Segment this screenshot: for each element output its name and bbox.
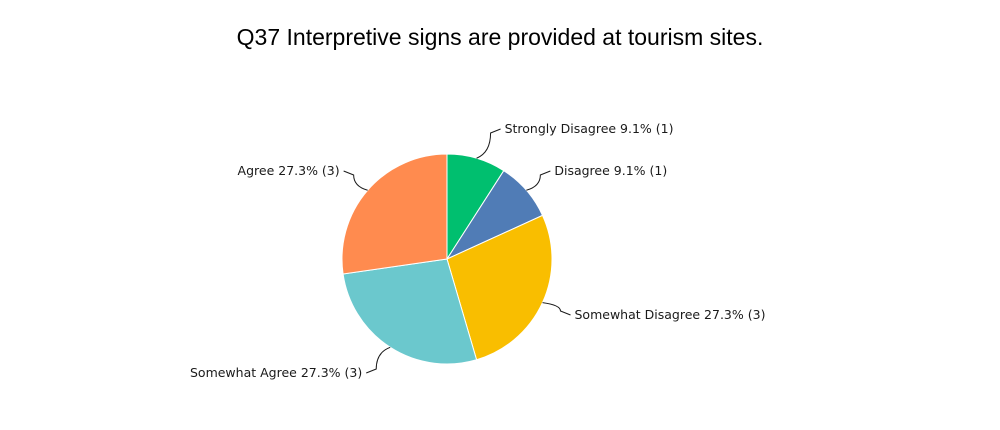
slice-label: Strongly Disagree 9.1% (1): [505, 121, 674, 136]
slice-label: Disagree 9.1% (1): [554, 163, 667, 178]
leader-line: [343, 170, 368, 191]
leader-line: [526, 170, 551, 191]
slice-label: Agree 27.3% (3): [238, 163, 340, 178]
slice-label: Somewhat Agree 27.3% (3): [190, 365, 362, 380]
pie-slice-agree: [341, 153, 448, 275]
pie-slice-somewhat-agree: [342, 258, 478, 365]
leader-line: [476, 128, 501, 159]
leader-line: [542, 302, 571, 316]
slice-label: Somewhat Disagree 27.3% (3): [575, 307, 766, 322]
leader-line: [366, 346, 391, 374]
chart-title: Q37 Interpretive signs are provided at t…: [236, 24, 764, 50]
